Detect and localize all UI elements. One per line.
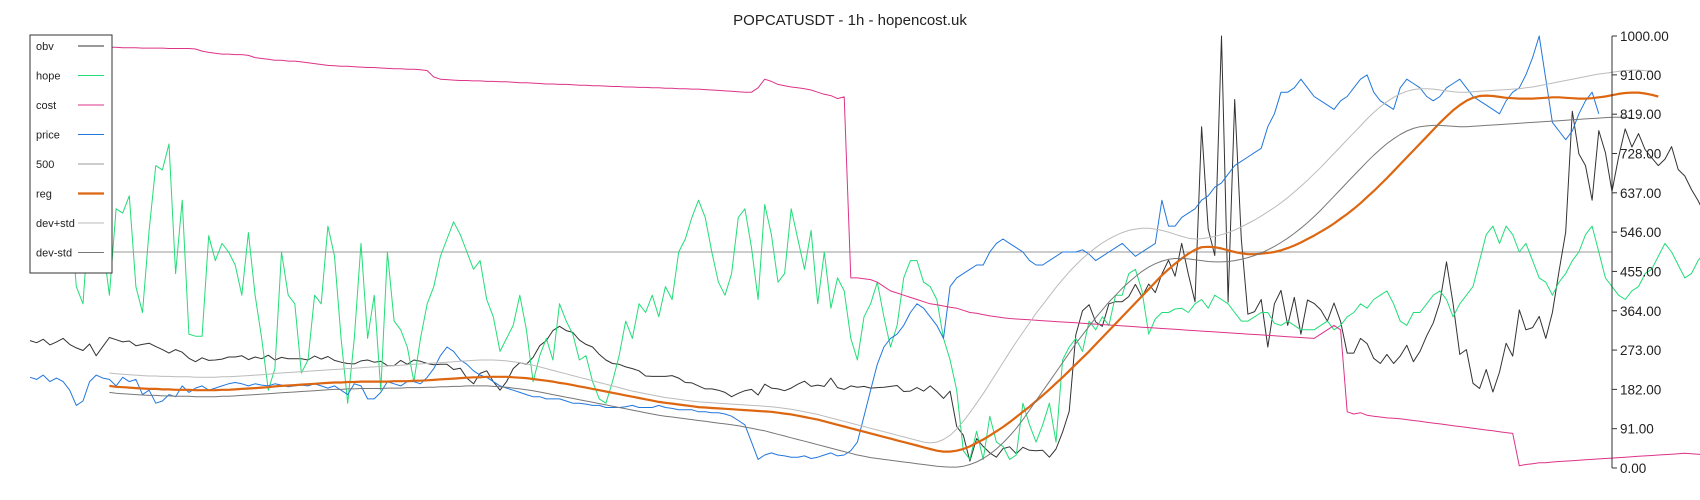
legend-label-dev-std: dev+std: [36, 218, 75, 230]
y-axis: 1000.00 910.00 819.00 728.00 637.00 546.00 455…: [1611, 29, 1669, 476]
legend-box: [29, 34, 113, 274]
y-tick-label: 1000.00: [1620, 29, 1669, 44]
y-tick-label: 910.00: [1620, 68, 1661, 83]
series-group: [29, 35, 1700, 468]
y-tick-label: 182.00: [1620, 382, 1661, 397]
series-line-hope: [29, 91, 1700, 460]
series-line-price: [29, 35, 1600, 460]
y-tick-label: 364.00: [1620, 304, 1661, 319]
legend-label-hope: hope: [36, 71, 60, 83]
legend-label-obv: obv: [36, 41, 54, 53]
y-tick-label: 728.00: [1620, 147, 1661, 162]
y-tick-label: 91.00: [1620, 422, 1654, 437]
series-line-cost: [29, 42, 1700, 467]
series-line-dev-std: [109, 69, 1652, 444]
y-tick-label: 819.00: [1620, 107, 1661, 122]
legend: obv hope cost price 500 reg dev+std dev-std: [29, 34, 113, 274]
series-line-dev-std: [109, 116, 1632, 468]
legend-label-price: price: [36, 130, 60, 142]
legend-label-reg: reg: [36, 189, 52, 201]
y-tick-label: 637.00: [1620, 186, 1661, 201]
y-tick-label: 0.00: [1620, 461, 1646, 476]
series-line-obv: [29, 35, 1700, 462]
legend-label-cost: cost: [36, 100, 56, 112]
chart-title: POPCATUSDT - 1h - hopencost.uk: [733, 12, 967, 29]
legend-label-dev-std: dev-std: [36, 248, 72, 260]
legend-label-500: 500: [36, 159, 54, 171]
y-tick-label: 273.00: [1620, 343, 1661, 358]
series-line-reg: [109, 91, 1659, 453]
y-tick-label: 455.00: [1620, 264, 1661, 279]
y-tick-label: 546.00: [1620, 225, 1661, 240]
